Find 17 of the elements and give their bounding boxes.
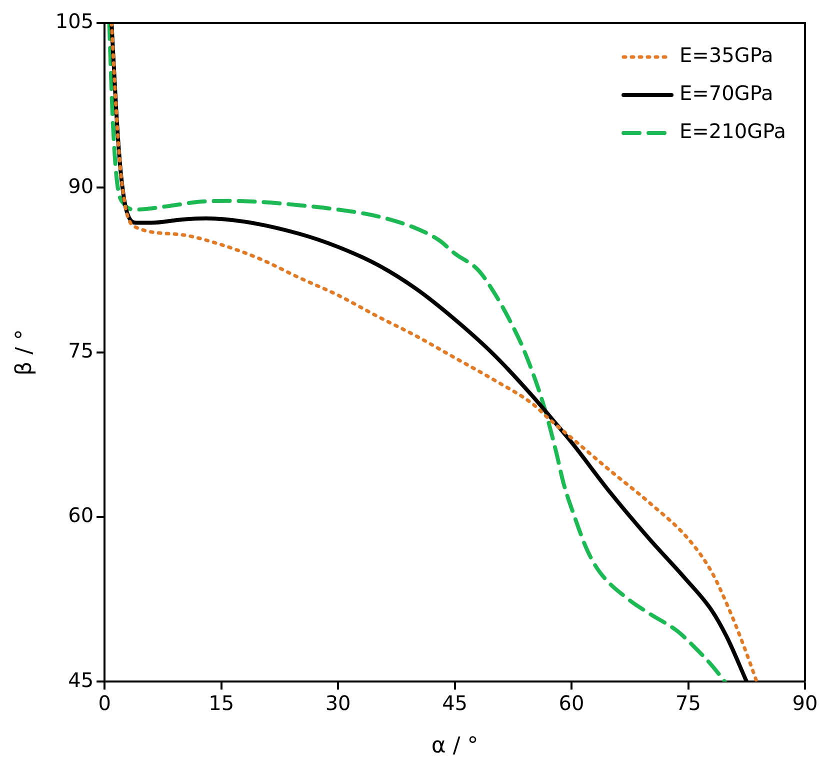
legend-label: E=210GPa	[680, 119, 786, 144]
x-tick-label: 75	[676, 690, 701, 715]
y-tick-label: 105	[55, 9, 94, 34]
x-tick-label: 15	[208, 690, 234, 715]
legend-label: E=70GPa	[680, 81, 774, 106]
y-tick-label: 90	[68, 174, 94, 198]
legend-label: E=35GPa	[680, 43, 774, 68]
x-tick-label: 45	[442, 690, 468, 715]
y-tick-label: 45	[68, 668, 94, 692]
x-tick-label: 30	[325, 690, 351, 715]
x-axis-title: α / °	[431, 734, 478, 759]
y-tick-label: 75	[68, 338, 94, 363]
x-tick-label: 90	[792, 690, 818, 715]
x-tick-label: 60	[558, 690, 584, 715]
y-axis-title: β / °	[12, 329, 37, 376]
y-tick-label: 60	[68, 503, 94, 528]
x-tick-label: 0	[98, 690, 111, 715]
